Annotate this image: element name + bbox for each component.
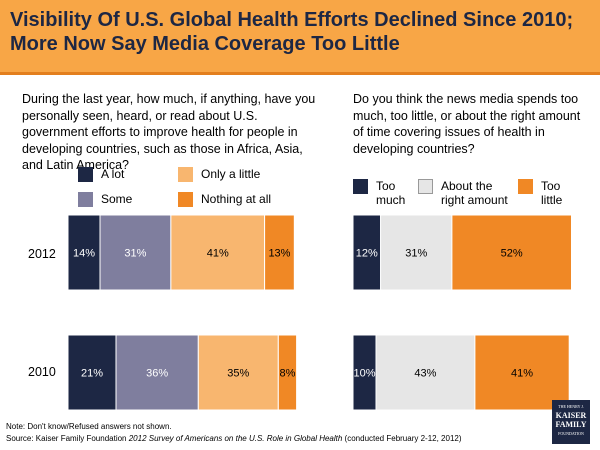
logo-line2: KAISER bbox=[555, 411, 587, 420]
data-label-left-2012-some: 31% bbox=[124, 248, 146, 260]
page-title: Visibility Of U.S. Global Health Efforts… bbox=[10, 9, 574, 55]
data-label-right-2012-about-the-right-amount: 31% bbox=[405, 248, 427, 260]
legend-a-lot: A lot bbox=[78, 167, 124, 182]
bar-right-2012-about-the-right-amount bbox=[380, 214, 453, 291]
data-label-right-2012-too-much: 12% bbox=[356, 248, 378, 260]
legend-swatch-about-right bbox=[418, 179, 433, 194]
data-label-left-2010-a-lot: 21% bbox=[81, 368, 103, 380]
legend-label-some: Some bbox=[101, 192, 133, 206]
legend-label-only-a-little: Only a little bbox=[201, 167, 261, 181]
bar-left-2010-some bbox=[115, 334, 199, 411]
legend-swatch-too-much bbox=[353, 179, 368, 194]
data-label-right-2010-too-much: 10% bbox=[353, 368, 375, 380]
year-label-2010: 2010 bbox=[28, 365, 56, 379]
bar-right-2010-too-little bbox=[474, 334, 570, 411]
legend-label-nothing-at-all: Nothing at all bbox=[201, 192, 272, 206]
bar-left-2010-a-lot bbox=[67, 334, 117, 411]
legend-swatch-some bbox=[78, 192, 93, 207]
legend-about-right: About the right amount bbox=[418, 179, 518, 207]
source-suffix: (conducted February 2-12, 2012) bbox=[342, 434, 462, 443]
legend-label-too-much: Too much bbox=[376, 179, 406, 207]
source-survey-title: 2012 Survey of Americans on the U.S. Rol… bbox=[128, 434, 343, 443]
legend-swatch-a-lot bbox=[78, 167, 93, 182]
source-line: Source: Kaiser Family Foundation 2012 Su… bbox=[6, 434, 462, 443]
legend-some: Some bbox=[78, 192, 132, 207]
data-label-left-2012-only-a-little: 41% bbox=[207, 248, 229, 260]
data-label-right-2010-about-the-right-amount: 43% bbox=[414, 368, 436, 380]
bar-right-2012-too-little bbox=[451, 214, 572, 291]
logo-line3: FAMILY bbox=[555, 420, 587, 429]
data-label-right-2010-too-little: 41% bbox=[511, 368, 533, 380]
source-prefix: Source: Kaiser Family Foundation bbox=[6, 434, 129, 443]
legend-swatch-nothing-at-all bbox=[178, 192, 193, 207]
data-label-right-2012-too-little: 52% bbox=[501, 248, 523, 260]
bar-right-2010-about-the-right-amount bbox=[375, 334, 476, 411]
logo-line4: FOUNDATION bbox=[558, 431, 584, 436]
legend-label-a-lot: A lot bbox=[101, 167, 125, 181]
data-label-left-2010-some: 36% bbox=[146, 368, 168, 380]
year-label-2012: 2012 bbox=[28, 247, 56, 261]
bar-left-2012-some bbox=[99, 214, 172, 291]
left-question: During the last year, how much, if anyth… bbox=[22, 92, 316, 172]
legend-too-much: Too much bbox=[353, 179, 413, 207]
bar-left-2012-only-a-little bbox=[170, 214, 266, 291]
legend-label-about-right: About the right amount bbox=[441, 179, 508, 207]
data-label-left-2010-only-a-little: 35% bbox=[227, 368, 249, 380]
data-label-left-2012-a-lot: 14% bbox=[73, 248, 95, 260]
data-label-left-2010-nothing-at-all: 8% bbox=[280, 368, 296, 380]
legend-swatch-too-little bbox=[518, 179, 533, 194]
bar-right-2012-too-much bbox=[352, 214, 382, 291]
logo-line1: THE HENRY J. bbox=[558, 404, 584, 409]
data-label-left-2012-nothing-at-all: 13% bbox=[268, 248, 290, 260]
bar-left-2010-nothing-at-all bbox=[277, 334, 298, 411]
bar-left-2012-nothing-at-all bbox=[264, 214, 295, 291]
legend-nothing-at-all: Nothing at all bbox=[178, 192, 271, 207]
legend-swatch-only-a-little bbox=[178, 167, 193, 182]
title-banner: Visibility Of U.S. Global Health Efforts… bbox=[0, 0, 600, 75]
note-line: Note: Don't know/Refused answers not sho… bbox=[6, 422, 172, 431]
legend-only-a-little: Only a little bbox=[178, 167, 260, 182]
kff-logo: THE HENRY J. KAISER FAMILY FOUNDATION bbox=[552, 400, 590, 444]
legend-too-little: Too little bbox=[518, 179, 573, 207]
right-question: Do you think the news media spends too m… bbox=[353, 92, 581, 156]
legend-label-too-little: Too little bbox=[541, 179, 563, 207]
